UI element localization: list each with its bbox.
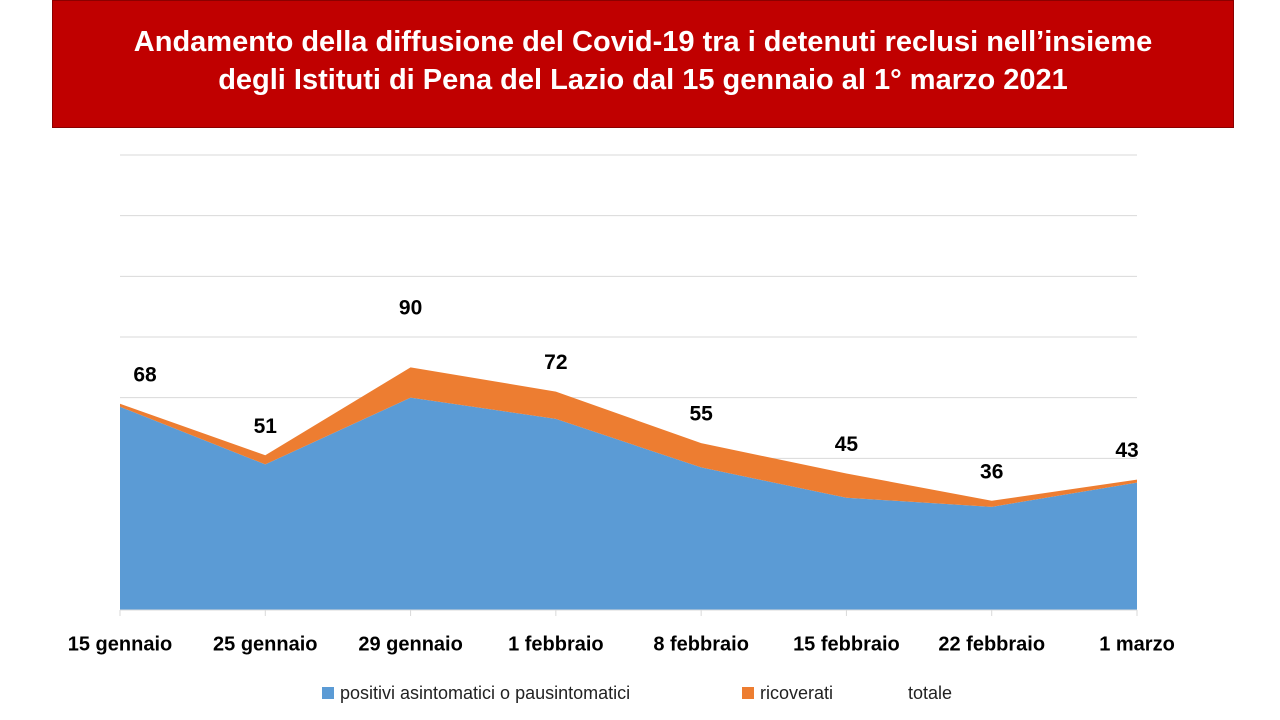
data-label: 43 (1115, 439, 1138, 462)
data-label: 90 (399, 297, 422, 320)
data-label: 36 (980, 460, 1003, 483)
x-tick-label: 15 febbraio (793, 633, 900, 655)
x-tick-label: 15 gennaio (68, 633, 172, 655)
x-tick-label: 1 marzo (1099, 633, 1175, 655)
area (120, 367, 1137, 507)
legend-label: positivi asintomatici o pausintomatici (340, 683, 630, 703)
legend-swatch (742, 687, 754, 699)
x-tick-label: 22 febbraio (938, 633, 1045, 655)
x-tick-label: 25 gennaio (213, 633, 317, 655)
legend-label: ricoverati (760, 683, 833, 703)
chart-title: Andamento della diffusione del Covid-19 … (52, 0, 1234, 128)
legend-label: totale (908, 683, 952, 703)
data-label: 68 (133, 363, 157, 386)
data-label: 45 (835, 433, 859, 456)
legend-swatch (322, 687, 334, 699)
data-label: 55 (689, 403, 713, 426)
data-label: 51 (254, 415, 278, 438)
x-tick-label: 1 febbraio (508, 633, 604, 655)
area (120, 397, 1137, 610)
x-tick-label: 29 gennaio (358, 633, 462, 655)
x-tick-label: 8 febbraio (653, 633, 749, 655)
data-label: 72 (544, 351, 567, 374)
